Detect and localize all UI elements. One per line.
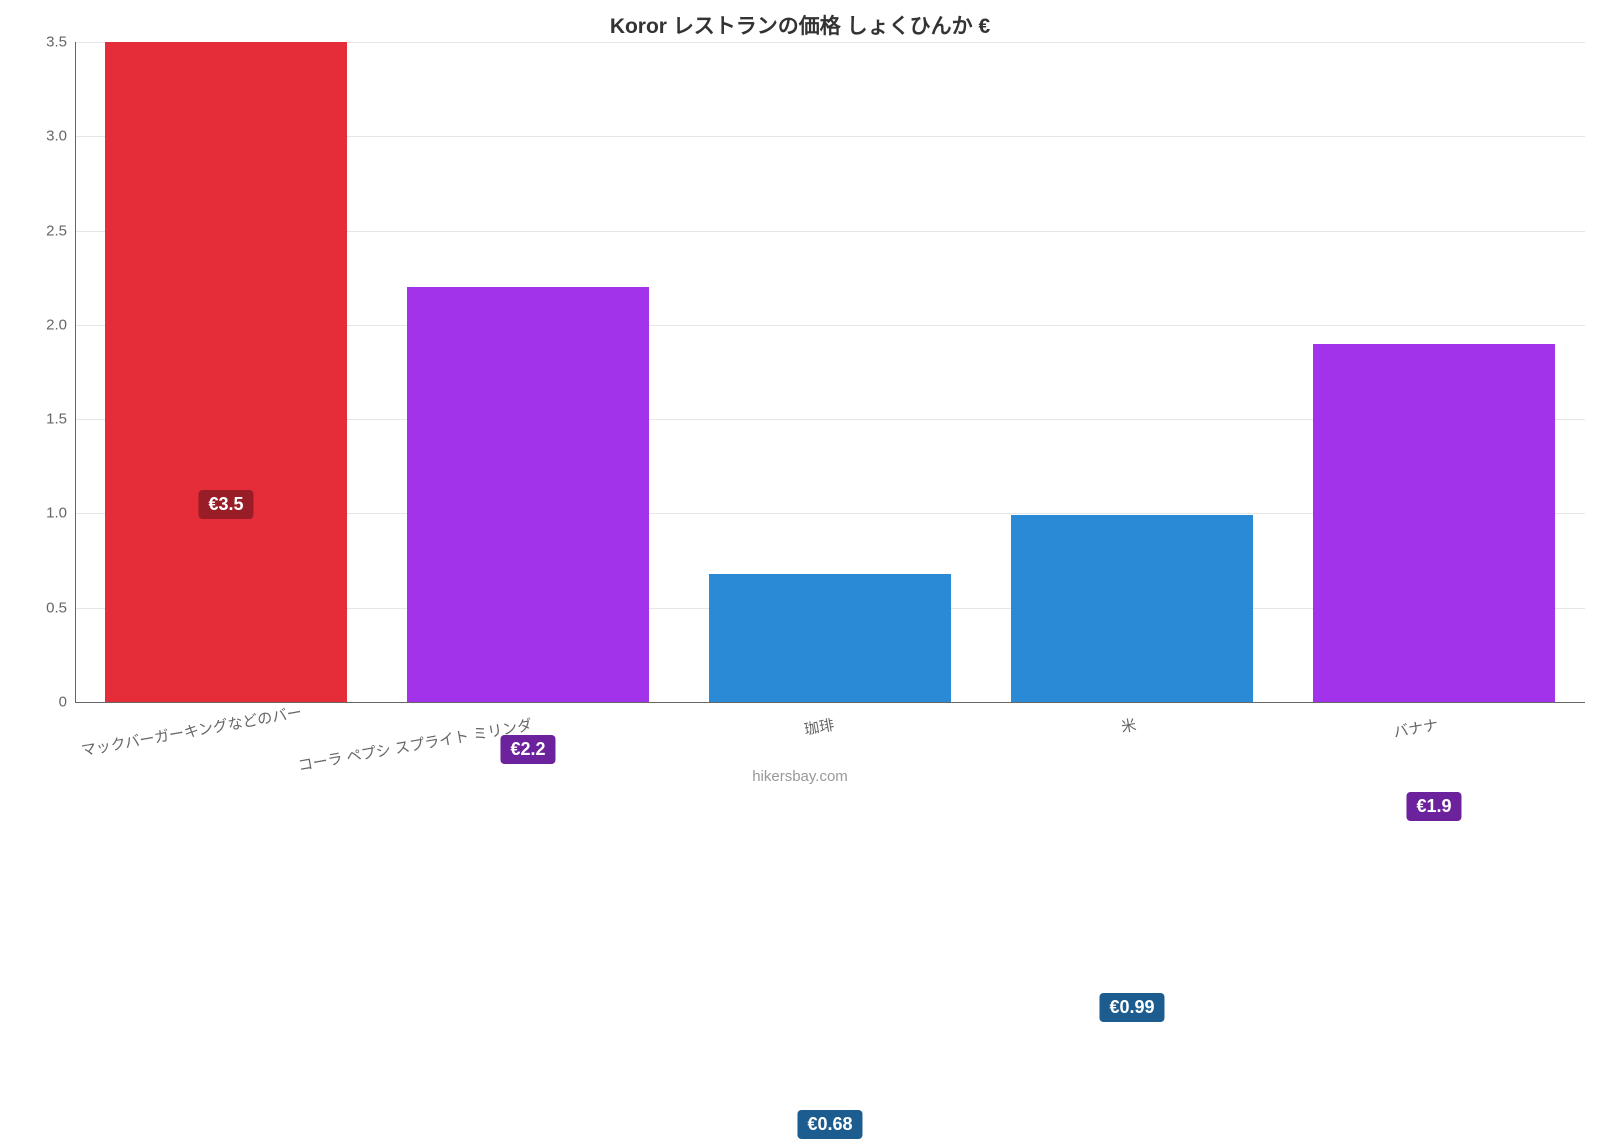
bar: €0.68 (709, 574, 951, 702)
ytick-label: 3.5 (46, 34, 75, 51)
y-axis (75, 42, 76, 702)
bar: €0.99 (1011, 515, 1253, 702)
plot-area: 00.51.01.52.02.53.03.5€3.5マックバーガーキングなどのバ… (75, 42, 1585, 702)
price-bar-chart: Koror レストランの価格 しょくひんか € 00.51.01.52.02.5… (0, 0, 1600, 800)
value-badge: €0.99 (1099, 993, 1164, 1022)
bar: €3.5 (105, 42, 347, 702)
ytick-label: 0.5 (46, 599, 75, 616)
ytick-label: 2.5 (46, 222, 75, 239)
bar: €1.9 (1313, 344, 1555, 702)
bar: €2.2 (407, 287, 649, 702)
attribution-text: hikersbay.com (0, 768, 1600, 785)
ytick-label: 3.0 (46, 128, 75, 145)
value-badge: €1.9 (1406, 792, 1461, 821)
chart-title: Koror レストランの価格 しょくひんか € (0, 10, 1600, 40)
ytick-label: 1.0 (46, 505, 75, 522)
ytick-label: 1.5 (46, 411, 75, 428)
value-badge: €0.68 (797, 1110, 862, 1139)
ytick-label: 0 (59, 694, 75, 711)
value-badge: €3.5 (198, 490, 253, 519)
ytick-label: 2.0 (46, 316, 75, 333)
xtick-label: マックバーガーキングなどのバー (77, 702, 231, 761)
